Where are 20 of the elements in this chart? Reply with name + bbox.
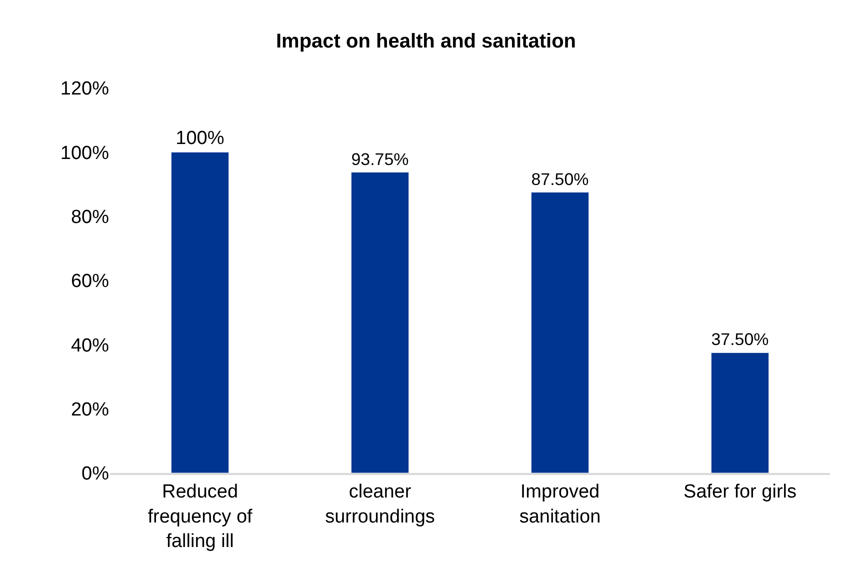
data-label: 87.50% [531,170,589,189]
x-tick-label: Improved sanitation [519,482,601,528]
data-label: 37.50% [711,330,769,350]
y-tick-label: 40% [70,335,110,356]
x-tick-label: Reduced frequency of falling ill [148,482,253,552]
x-tick-label: cleaner surroundings [325,482,435,528]
bar [710,352,770,473]
y-tick-label: 80% [70,206,110,228]
data-label: 100% [176,128,224,150]
x-tick-label: Safer for girls [684,482,796,503]
data-label: 93.75% [351,150,409,169]
bar [170,152,230,473]
chart-title: Impact on health and sanitation [276,30,576,53]
y-tick-label: 0% [82,464,110,485]
y-tick-label: 120% [60,78,110,100]
y-tick-label: 20% [70,399,110,420]
bar [530,192,590,473]
y-tick-label: 60% [70,271,110,292]
bar [350,172,410,473]
y-tick-label: 100% [60,142,110,164]
